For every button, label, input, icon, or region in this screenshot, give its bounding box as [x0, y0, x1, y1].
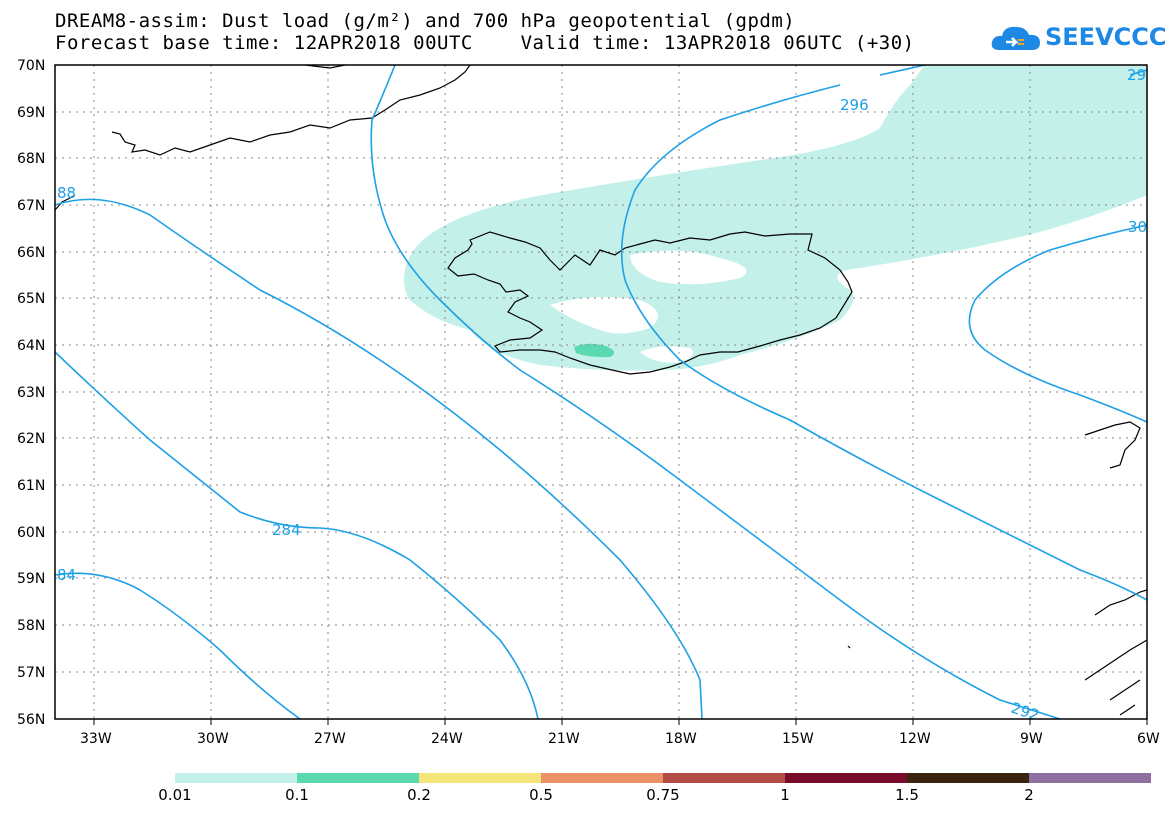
lon-label: 30W — [197, 731, 229, 747]
lon-label: 18W — [665, 731, 697, 747]
colorbar-label: 2 — [1024, 786, 1034, 804]
lat-label: 63N — [17, 385, 45, 401]
contour-label: 296 — [840, 96, 869, 114]
contour-label: 29 — [1127, 66, 1146, 84]
lat-label: 59N — [17, 571, 45, 587]
colorbar-swatch — [907, 773, 1029, 783]
contour-label: 88 — [57, 184, 76, 202]
lat-label: 70N — [17, 58, 45, 74]
lon-label: 9W — [1020, 731, 1043, 747]
map-frame — [54, 64, 1148, 720]
lon-label: 21W — [548, 731, 580, 747]
contour-label: 292 — [1009, 699, 1042, 725]
logo-text: SEEVCCC — [1045, 23, 1167, 51]
colorbar-label: 0.01 — [158, 786, 192, 804]
lat-label: 62N — [17, 431, 45, 447]
lon-label: 24W — [431, 731, 463, 747]
lon-label: 6W — [1137, 731, 1160, 747]
map-title-line-1: DREAM8-assim: Dust load (g/m²) and 700 h… — [55, 10, 796, 32]
lat-label: 56N — [17, 712, 45, 728]
colorbar-label: 0.5 — [529, 786, 553, 804]
lat-label: 61N — [17, 478, 45, 494]
cloud-icon — [991, 26, 1040, 50]
lat-label: 67N — [17, 198, 45, 214]
lat-label: 68N — [17, 151, 45, 167]
colorbar-label: 0.1 — [285, 786, 309, 804]
colorbar-label: 1.5 — [895, 786, 919, 804]
lon-label: 33W — [80, 731, 112, 747]
iceland-coast — [447, 231, 853, 375]
gridlines — [55, 65, 1147, 719]
lat-label: 64N — [17, 338, 45, 354]
lat-label: 66N — [17, 245, 45, 261]
contour-label: 84 — [57, 566, 76, 584]
colorbar-label: 0.2 — [407, 786, 431, 804]
contour-label: 284 — [272, 521, 301, 539]
lon-label: 27W — [314, 731, 346, 747]
latitude-labels: 70N 69N 68N 67N 66N 65N 64N 63N 62N 61N … — [17, 58, 45, 728]
colorbar-swatch — [1029, 773, 1151, 783]
colorbar-swatch — [175, 773, 297, 783]
lat-label: 60N — [17, 525, 45, 541]
colorbar-label: 1 — [780, 786, 790, 804]
lat-label: 69N — [17, 105, 45, 121]
geopotential-contours — [55, 65, 1147, 719]
lat-label: 58N — [17, 618, 45, 634]
coastlines — [55, 65, 1147, 716]
dust-region-mid — [574, 343, 615, 358]
colorbar-label: 0.75 — [646, 786, 680, 804]
colorbar-swatch — [297, 773, 419, 783]
dust-region-low — [404, 65, 1147, 371]
colorbar-swatch — [541, 773, 663, 783]
colorbar-swatch — [663, 773, 785, 783]
colorbar — [175, 773, 1151, 783]
colorbar-swatch — [419, 773, 541, 783]
contour-label: 30 — [1128, 218, 1147, 236]
lat-label: 65N — [17, 291, 45, 307]
colorbar-swatch — [785, 773, 907, 783]
lon-label: 15W — [782, 731, 814, 747]
lon-label: 12W — [899, 731, 931, 747]
longitude-labels: 33W 30W 27W 24W 21W 18W 15W 12W 9W 6W — [80, 731, 1160, 747]
greenland-coast — [111, 65, 471, 156]
lat-label: 57N — [17, 665, 45, 681]
map-title-line-2: Forecast base time: 12APR2018 00UTC Vali… — [55, 32, 915, 54]
